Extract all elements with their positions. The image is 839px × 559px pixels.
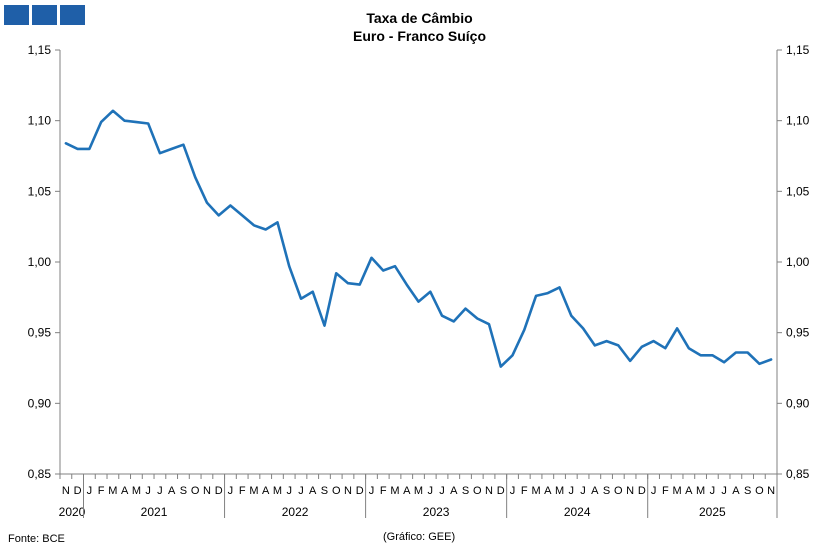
month-label: N — [344, 485, 352, 497]
month-label: F — [98, 485, 105, 497]
month-label: A — [732, 485, 740, 497]
month-label: S — [462, 485, 469, 497]
month-label: F — [380, 485, 387, 497]
month-label: D — [356, 485, 364, 497]
month-label: J — [580, 485, 586, 497]
month-label: O — [191, 485, 200, 497]
month-label: J — [569, 485, 575, 497]
month-label: M — [249, 485, 258, 497]
month-label: O — [332, 485, 341, 497]
y-tick-label-right: 1,10 — [786, 114, 810, 128]
month-label: J — [428, 485, 434, 497]
chart-header: Taxa de Câmbio Euro - Franco Suíço — [0, 9, 839, 45]
month-label: A — [544, 485, 552, 497]
month-label: M — [132, 485, 141, 497]
month-label: M — [696, 485, 705, 497]
month-label: A — [685, 485, 693, 497]
y-tick-label-left: 1,05 — [28, 184, 52, 198]
y-tick-label-right: 1,15 — [786, 43, 810, 57]
month-label: S — [603, 485, 610, 497]
month-label: M — [673, 485, 682, 497]
series-line — [64, 109, 773, 368]
month-label: A — [403, 485, 411, 497]
month-label: N — [62, 485, 70, 497]
year-label: 2025 — [699, 505, 726, 519]
logo-square-3 — [60, 5, 85, 25]
logo-square-2 — [32, 5, 57, 25]
month-label: A — [309, 485, 317, 497]
month-label: J — [651, 485, 657, 497]
month-label: J — [710, 485, 716, 497]
month-label: S — [744, 485, 751, 497]
month-label: M — [414, 485, 423, 497]
month-label: J — [510, 485, 516, 497]
credit-note: (Gráfico: GEE) — [383, 531, 456, 543]
month-label: N — [485, 485, 493, 497]
month-label: F — [662, 485, 669, 497]
month-label: A — [121, 485, 129, 497]
year-label: 2021 — [141, 505, 168, 519]
month-label: M — [531, 485, 540, 497]
month-label: J — [87, 485, 93, 497]
month-label: D — [215, 485, 223, 497]
year-label: 2020 — [59, 505, 86, 519]
month-label: A — [168, 485, 176, 497]
month-label: M — [555, 485, 564, 497]
month-label: A — [591, 485, 599, 497]
month-label: J — [228, 485, 234, 497]
month-label: A — [262, 485, 270, 497]
month-label: D — [497, 485, 505, 497]
logo-square-1 — [4, 5, 29, 25]
source-note: Fonte: BCE — [8, 533, 65, 545]
month-label: O — [614, 485, 623, 497]
y-tick-label-left: 1,15 — [28, 43, 52, 57]
y-tick-label-right: 0,90 — [786, 396, 810, 410]
month-label: N — [626, 485, 634, 497]
year-label: 2024 — [564, 505, 591, 519]
month-label: J — [369, 485, 375, 497]
y-tick-label-right: 1,05 — [786, 184, 810, 198]
month-label: D — [74, 485, 82, 497]
month-label: J — [721, 485, 727, 497]
month-label: J — [439, 485, 445, 497]
month-label: O — [473, 485, 482, 497]
month-label: O — [755, 485, 764, 497]
y-tick-label-left: 1,00 — [28, 255, 52, 269]
month-label: N — [767, 485, 775, 497]
month-label: N — [203, 485, 211, 497]
month-label: D — [638, 485, 646, 497]
month-label: J — [298, 485, 304, 497]
y-tick-label-left: 0,95 — [28, 326, 52, 340]
month-label: F — [521, 485, 528, 497]
year-label: 2022 — [282, 505, 309, 519]
y-tick-label-left: 1,10 — [28, 114, 52, 128]
month-label: M — [273, 485, 282, 497]
month-label: S — [321, 485, 328, 497]
y-tick-label-left: 0,85 — [28, 467, 52, 481]
month-label: A — [450, 485, 458, 497]
month-label: J — [286, 485, 292, 497]
y-tick-label-right: 1,00 — [786, 255, 810, 269]
month-label: J — [145, 485, 151, 497]
month-label: M — [108, 485, 117, 497]
logo — [4, 5, 85, 25]
month-label: M — [390, 485, 399, 497]
chart-title: Taxa de Câmbio — [366, 10, 473, 26]
chart-subtitle: Euro - Franco Suíço — [352, 28, 486, 44]
y-tick-label-left: 0,90 — [28, 396, 52, 410]
month-label: S — [180, 485, 187, 497]
y-tick-label-right: 0,85 — [786, 467, 810, 481]
y-tick-label-right: 0,95 — [786, 326, 810, 340]
year-label: 2023 — [423, 505, 450, 519]
month-label: J — [157, 485, 163, 497]
month-label: F — [239, 485, 246, 497]
